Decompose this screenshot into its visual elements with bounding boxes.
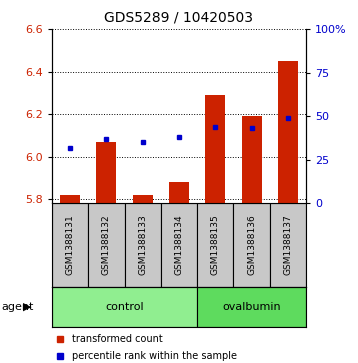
- Text: ▶: ▶: [23, 302, 32, 312]
- Bar: [96, 142, 116, 203]
- Text: GSM1388131: GSM1388131: [66, 215, 74, 276]
- Bar: [52, 203, 88, 287]
- Bar: [125, 203, 161, 287]
- Bar: [270, 203, 306, 287]
- Text: transformed count: transformed count: [72, 334, 163, 344]
- Text: percentile rank within the sample: percentile rank within the sample: [72, 351, 237, 361]
- Text: control: control: [105, 302, 144, 312]
- Bar: [197, 287, 306, 327]
- Bar: [52, 287, 197, 327]
- Bar: [242, 116, 262, 203]
- Text: agent: agent: [2, 302, 34, 312]
- Text: GDS5289 / 10420503: GDS5289 / 10420503: [105, 11, 253, 25]
- Text: GSM1388133: GSM1388133: [138, 215, 147, 276]
- Bar: [133, 195, 153, 203]
- Text: GSM1388134: GSM1388134: [174, 215, 184, 276]
- Bar: [161, 203, 197, 287]
- Text: GSM1388132: GSM1388132: [102, 215, 111, 276]
- Bar: [197, 203, 233, 287]
- Bar: [205, 95, 225, 203]
- Text: GSM1388136: GSM1388136: [247, 215, 256, 276]
- Bar: [88, 203, 125, 287]
- Bar: [278, 61, 298, 203]
- Bar: [60, 195, 80, 203]
- Bar: [233, 203, 270, 287]
- Text: ovalbumin: ovalbumin: [222, 302, 281, 312]
- Bar: [169, 182, 189, 203]
- Text: GSM1388137: GSM1388137: [284, 215, 292, 276]
- Text: GSM1388135: GSM1388135: [211, 215, 220, 276]
